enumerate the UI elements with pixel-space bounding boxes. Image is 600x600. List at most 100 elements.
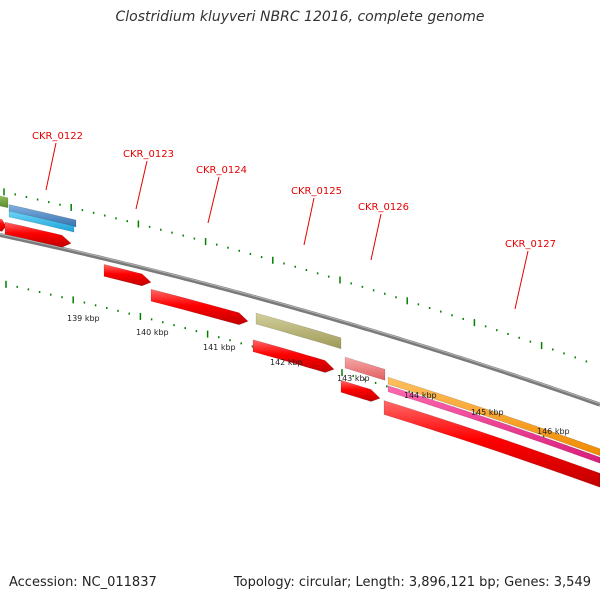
scale-tick-minor [195,330,198,333]
outer-tick-minor [395,296,397,299]
outer-tick-track [3,188,588,363]
scale-tick-minor [27,288,30,291]
leader-ckr-0127 [514,250,529,310]
outer-tick-minor [305,269,308,272]
outer-tick-minor [59,203,61,206]
outer-tick-minor [227,246,229,249]
scale-labels: 139 kbp 140 kbp 141 kbp 142 kbp 143 kbp … [67,314,570,436]
scale-tick-minor [50,293,52,296]
scale-tick-major [139,312,142,320]
outer-tick-major [204,238,207,246]
outer-tick-minor [148,225,151,228]
outer-tick-minor [104,214,106,217]
scale-label-143: 143 kbp [337,374,370,383]
outer-tick-minor [115,217,117,220]
scale-tick-major [72,296,74,304]
scale-tick-minor [38,290,41,293]
gene-label-ckr-0126: CKR_0126 [358,202,409,213]
gene-label-ckr-0127: CKR_0127 [505,239,556,250]
outer-tick-major [272,256,274,264]
scale-tick-minor [173,324,175,327]
outer-tick-minor [249,252,252,255]
gene-red-0124 [150,288,249,326]
gene-ckr-0125 [255,312,342,350]
gene-red-0126 [340,379,381,402]
accession-text: Accession: NC_011837 [9,575,157,590]
outer-tick-minor [529,340,532,343]
outer-tick-minor [518,336,520,339]
gene-label-ckr-0125: CKR_0125 [291,186,342,197]
outer-tick-minor [350,282,352,285]
map-title: Clostridium kluyveri NBRC 12016, complet… [115,9,485,25]
scale-tick-minor [251,345,254,348]
outer-tick-minor [574,356,576,359]
outer-tick-minor [361,285,364,288]
leader-ckr-0123 [135,160,148,210]
backbone-line [0,233,600,407]
gene-red-0123 [103,264,152,287]
scale-tick-major [341,369,343,377]
genome-stats-text: Topology: circular; Length: 3,896,121 bp… [233,575,591,590]
scale-label-146: 146 kbp [537,427,570,436]
outer-tick-minor [260,256,263,259]
gene-red-0125 [252,339,335,373]
scale-tick-minor [218,336,220,339]
outer-tick-minor [216,243,218,246]
scale-label-140: 140 kbp [136,328,169,337]
scale-tick-minor [106,307,108,310]
backbone-highlight [0,233,600,405]
outer-tick-minor [384,292,386,295]
gene-ckr-0122-cyan [8,210,75,233]
outer-tick-minor [417,303,420,306]
outer-tick-minor [451,314,453,317]
gene-label-ckr-0122: CKR_0122 [32,131,83,142]
outer-tick-major [473,319,476,327]
outer-tick-minor [585,360,588,363]
outer-tick-minor [238,249,240,252]
gene-red-0122 [4,221,72,248]
outer-tick-major [137,220,140,228]
scale-tick-minor [94,304,97,307]
outer-tick-minor [294,265,296,268]
scale-tick-minor [16,285,18,288]
outer-tick-major [406,297,408,305]
scale-label-145: 145 kbp [471,408,504,417]
outer-tick-minor [14,193,16,196]
outer-tick-minor [171,231,173,234]
scale-tick-minor [240,342,242,345]
outer-tick-major [540,342,543,350]
gene-ckr-0127-magenta [387,385,600,464]
outer-tick-minor [552,348,554,351]
outer-tick-minor [81,209,84,212]
scale-label-142: 142 kbp [270,358,303,367]
gene-red-edge [0,218,7,232]
gene-red-0127 [383,400,600,488]
scale-tick-minor [229,339,231,342]
gene-green-edge [0,195,9,209]
outer-tick-major [3,188,5,196]
outer-tick-minor [316,272,319,275]
gene-features [0,195,600,488]
gene-label-ckr-0123: CKR_0123 [123,149,174,160]
outer-tick-minor [496,329,498,332]
outer-tick-minor [36,198,39,201]
leader-ckr-0125 [303,197,315,246]
label-leader-lines [45,142,529,310]
outer-tick-minor [507,332,509,335]
scale-tick-major [5,280,7,288]
outer-tick-minor [283,262,285,265]
outer-tick-minor [182,234,184,237]
gene-label-ckr-0124: CKR_0124 [196,165,247,176]
outer-tick-minor [372,289,375,292]
scale-tick-minor [150,318,153,321]
outer-tick-minor [484,325,487,328]
scale-tick-minor [162,321,164,324]
outer-tick-major [70,203,72,211]
outer-tick-minor [440,310,442,313]
outer-tick-minor [25,195,28,198]
scale-label-144: 144 kbp [404,391,437,400]
outer-tick-minor [193,237,196,240]
scale-tick-minor [117,309,119,312]
gene-labels: CKR_0122 CKR_0123 CKR_0124 CKR_0125 CKR_… [32,131,556,250]
